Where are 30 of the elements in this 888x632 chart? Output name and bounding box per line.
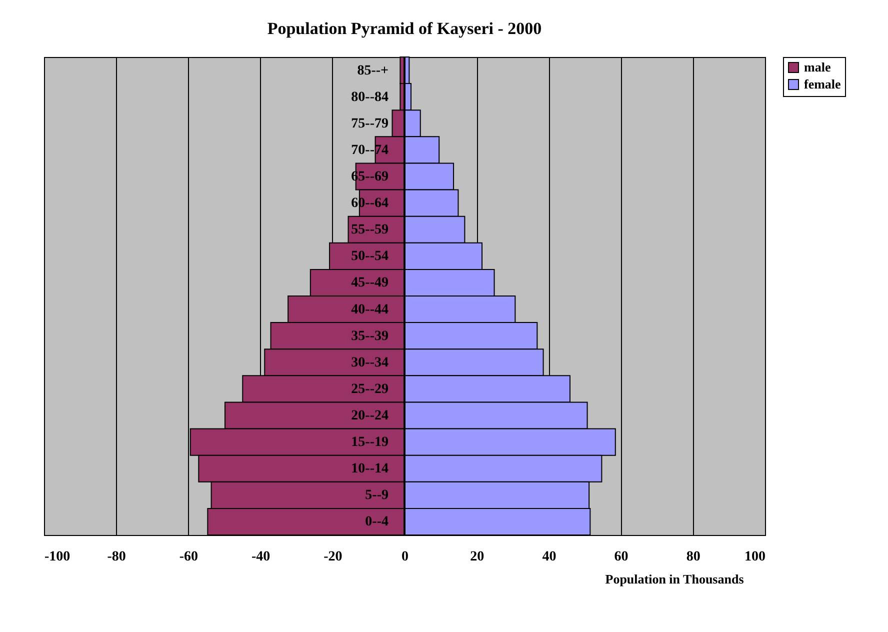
y-tick-label: 0--4 (365, 514, 388, 530)
y-tick-label: 50--54 (351, 249, 388, 264)
x-tick-label: -100 (44, 550, 70, 564)
y-tick-label: 40--44 (351, 302, 388, 318)
y-tick-label: 75--79 (351, 116, 388, 132)
legend-label: female (804, 76, 842, 92)
x-tick-label: -80 (107, 550, 126, 564)
x-tick-label: -20 (324, 550, 342, 564)
x-tick-label: 40 (542, 550, 556, 564)
x-tick-label: 20 (470, 550, 484, 564)
x-tick-label: -40 (251, 550, 270, 564)
chart-title: Population Pyramid of Kayseri - 2000 (267, 19, 542, 38)
x-axis-title: Population in Thousands (605, 572, 744, 586)
y-tick-label: 45--49 (351, 276, 388, 291)
y-tick-label: 10--14 (351, 462, 388, 477)
y-tick-label: 55--59 (351, 222, 388, 238)
y-tick-label: 5--9 (365, 488, 388, 504)
x-tick-label: 0 (402, 550, 408, 564)
legend-label: male (804, 60, 831, 74)
y-tick-label: 15--19 (351, 435, 388, 450)
x-tick-label: 80 (686, 550, 700, 564)
y-tick-label: 25--29 (351, 382, 388, 397)
y-tick-label: 85--+ (357, 63, 389, 78)
x-tick-label: 60 (614, 550, 628, 564)
y-tick-label: 35--39 (351, 328, 388, 344)
y-tick-label: 80--84 (351, 90, 388, 105)
y-tick-label: 30--34 (351, 355, 388, 370)
y-tick-label: 20--24 (351, 408, 388, 424)
x-tick-label: -60 (179, 550, 198, 564)
x-tick-label: 100 (744, 550, 766, 564)
